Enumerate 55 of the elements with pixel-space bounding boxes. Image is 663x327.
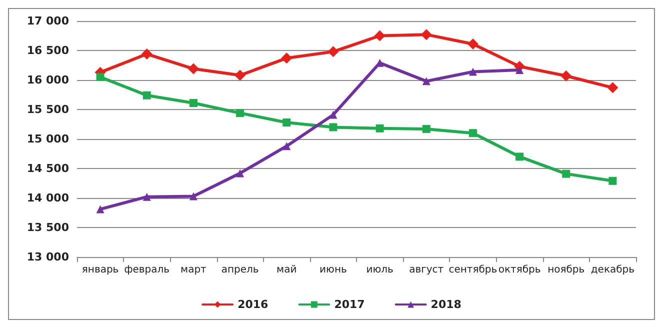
- point: [376, 124, 384, 132]
- point: [516, 152, 524, 161]
- point: [467, 38, 478, 50]
- x-tick-label: июнь: [320, 264, 347, 276]
- point: [516, 66, 524, 74]
- legend-label: 2018: [430, 298, 462, 311]
- x-tick-label: январь: [82, 264, 119, 276]
- y-tick-label: 14 000: [26, 192, 70, 204]
- x-tick-label: февраль: [124, 264, 170, 276]
- point: [374, 30, 386, 42]
- x-tick-label: июль: [366, 264, 394, 276]
- point: [96, 73, 104, 82]
- point: [282, 118, 291, 126]
- legend-label: 2017: [334, 298, 365, 311]
- point: [189, 192, 198, 200]
- point: [189, 99, 198, 108]
- point: [329, 110, 338, 119]
- point: [142, 192, 151, 201]
- point: [188, 63, 199, 74]
- point: [560, 70, 572, 82]
- point: [468, 129, 477, 138]
- x-tick-label: ноябрь: [548, 264, 585, 276]
- point: [468, 68, 477, 76]
- point: [236, 169, 244, 178]
- point: [96, 205, 104, 214]
- x-tick-label: сентябрь: [448, 264, 498, 276]
- point: [608, 176, 617, 185]
- y-tick-label: 14 500: [26, 162, 70, 175]
- x-tick-label: апрель: [221, 264, 259, 276]
- y-tick-label: 15 500: [26, 103, 70, 116]
- y-tick-label: 15 000: [26, 132, 70, 146]
- x-tick-label: декабрь: [590, 264, 635, 276]
- point: [422, 124, 430, 133]
- y-tick-label: 16 000: [26, 74, 70, 86]
- point: [141, 48, 152, 60]
- legend-label: 2016: [238, 298, 269, 311]
- point: [236, 109, 244, 118]
- x-tick-label: октябрь: [498, 264, 541, 276]
- y-tick-label: 13 500: [26, 221, 70, 234]
- point: [281, 52, 292, 64]
- y-tick-label: 16 500: [26, 44, 70, 57]
- point: [562, 170, 570, 178]
- point: [234, 70, 246, 81]
- point: [422, 77, 430, 86]
- point: [282, 142, 291, 150]
- point: [328, 46, 339, 58]
- point: [420, 29, 432, 40]
- x-tick-label: март: [180, 264, 207, 276]
- x-tick-label: май: [276, 264, 297, 276]
- x-tick-label: август: [409, 264, 444, 276]
- y-tick-label: 13 000: [26, 250, 70, 264]
- point: [329, 123, 338, 132]
- y-tick-label: 17 000: [26, 14, 70, 28]
- point: [607, 82, 618, 94]
- point: [142, 91, 151, 100]
